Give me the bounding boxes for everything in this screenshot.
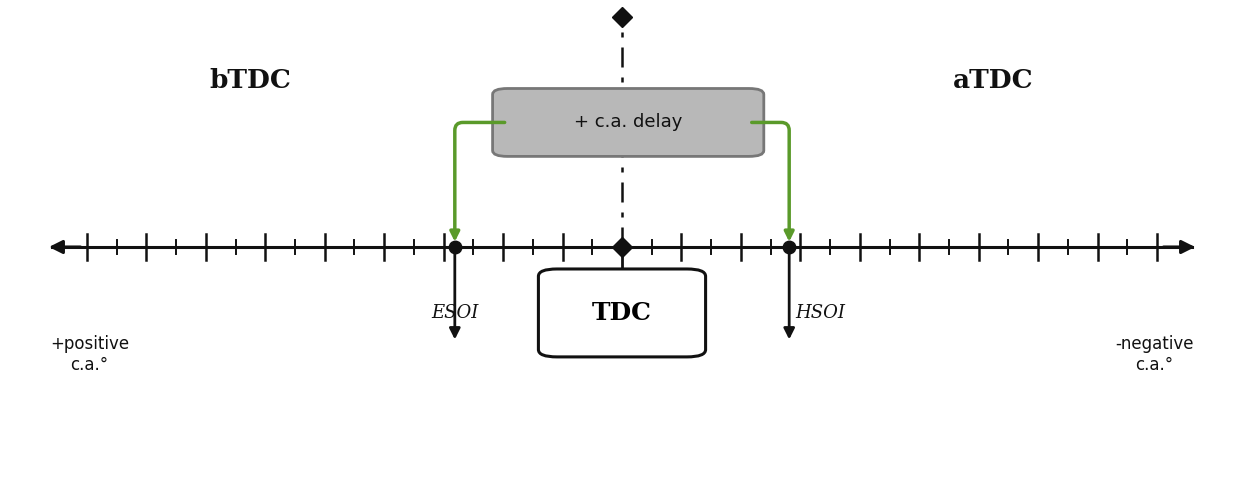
FancyBboxPatch shape	[493, 88, 764, 157]
Text: bTDC: bTDC	[209, 69, 291, 93]
Text: + c.a. delay: + c.a. delay	[573, 114, 683, 131]
Text: HSOI: HSOI	[795, 304, 846, 322]
Text: ESOI: ESOI	[432, 304, 479, 322]
Text: +positive
c.a.°: +positive c.a.°	[50, 335, 129, 374]
FancyBboxPatch shape	[539, 269, 705, 357]
Text: -negative
c.a.°: -negative c.a.°	[1116, 335, 1194, 374]
Text: TDC: TDC	[592, 301, 652, 325]
Text: aTDC: aTDC	[953, 69, 1034, 93]
